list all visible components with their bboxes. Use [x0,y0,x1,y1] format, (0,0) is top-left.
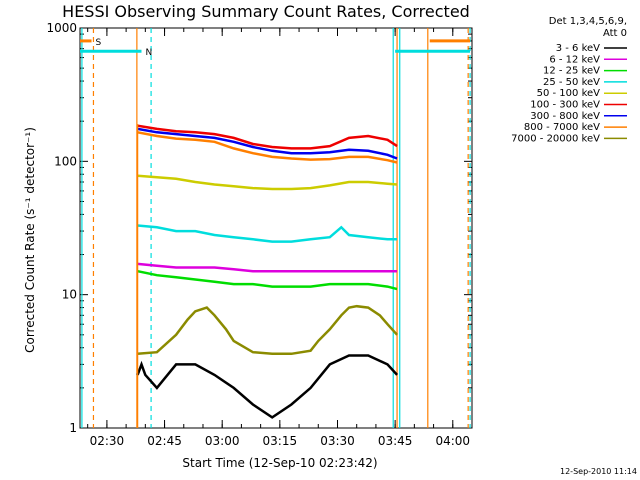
plot-area: 1 10 100 1000 02:30 02:45 03:00 03:15 03:30 03:45… [46,21,473,448]
legend-label: 3 - 6 keV [556,43,600,54]
x-tick-label: 03:15 [263,434,298,448]
chart-title: HESSI Observing Summary Count Rates, Cor… [62,2,470,21]
series-line [137,262,398,273]
x-tick-label: 02:45 [147,434,182,448]
legend-label: 6 - 12 keV [549,54,600,65]
timestamp: 12-Sep-2010 11:14 [560,467,637,476]
legend-header-line-2: Att 0 [603,28,627,39]
x-tick-label: 02:30 [90,434,125,448]
series-line [137,304,399,356]
x-tick-label: 04:00 [435,434,470,448]
series-line [137,224,398,243]
legend-label: 300 - 800 keV [530,111,600,122]
series-line [137,124,398,150]
flag-label: N [145,48,152,58]
legend-label: 100 - 300 keV [530,100,600,111]
y-axis-label: Corrected Count Rate (s⁻¹ detector⁻¹) [23,127,37,353]
y-tick-label: 1000 [46,21,77,35]
x-tick-label: 03:45 [378,434,413,448]
y-tick-label: 10 [62,288,77,302]
flag-label: S [96,38,102,48]
legend-label: 12 - 25 keV [543,66,600,77]
series-line [137,131,398,164]
series-line [136,354,399,419]
series-line [137,127,398,160]
legend-label: 25 - 50 keV [543,77,600,88]
y-tick-label: 100 [54,154,77,168]
plot-frame [79,27,473,429]
y-tick-label: 1 [69,421,77,435]
series-line [137,269,398,291]
legend-label: 7000 - 20000 keV [511,133,600,144]
series-line [137,174,398,191]
x-axis-label: Start Time (12-Sep-10 02:23:42) [182,456,377,470]
legend-label: 800 - 7000 keV [524,122,600,133]
x-tick-label: 03:30 [320,434,355,448]
x-tick-label: 03:00 [205,434,240,448]
legend-label: 50 - 100 keV [537,88,601,99]
legend-header-line-1: Det 1,3,4,5,6,9, [549,16,627,27]
